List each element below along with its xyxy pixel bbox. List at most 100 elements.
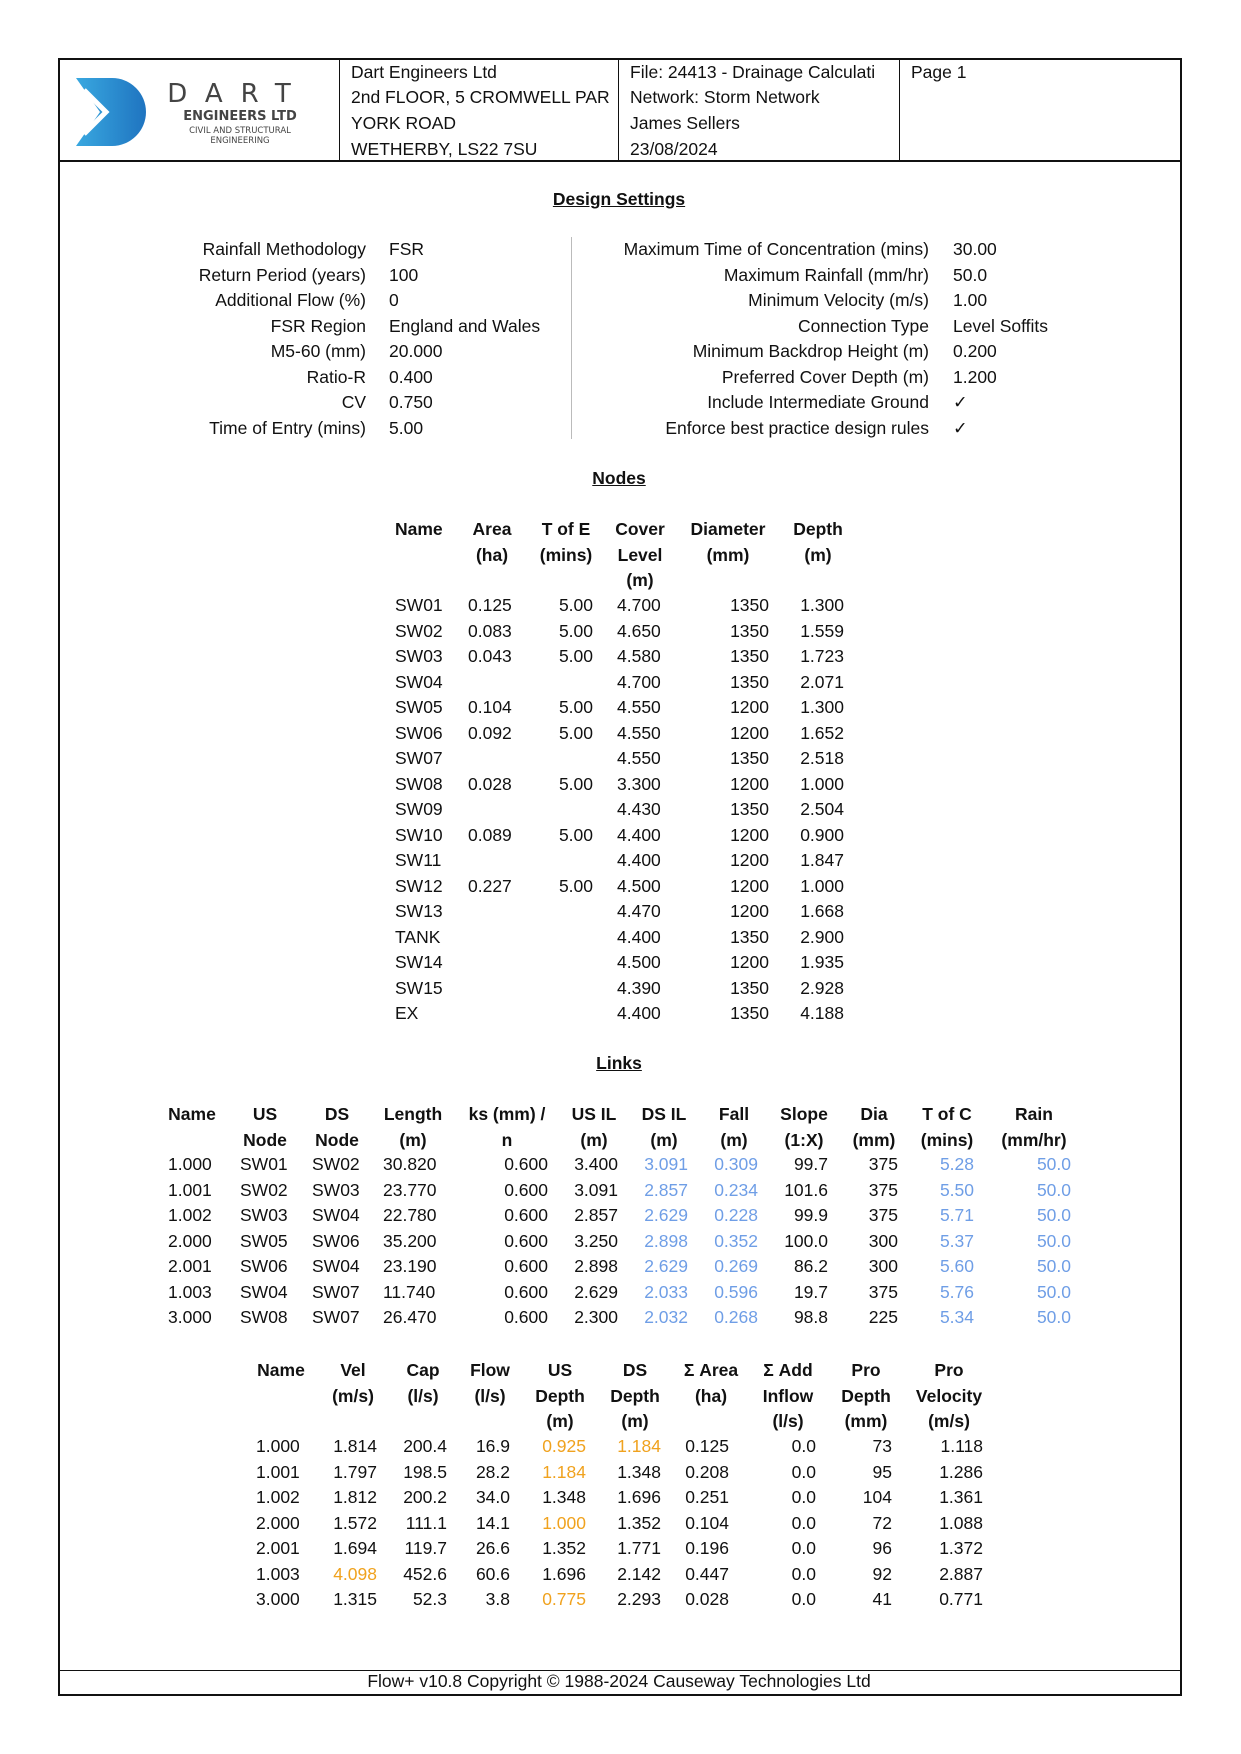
table-cell: 0.0 [791, 1538, 816, 1558]
table-cell: SW02 [312, 1154, 360, 1174]
table-cell: 0.269 [714, 1256, 758, 1276]
column-header: DS [622, 1360, 648, 1380]
table-cell: 2.032 [644, 1307, 688, 1327]
table-cell: 375 [868, 1179, 898, 1200]
table-cell: 0.0 [791, 1487, 816, 1507]
page-number: Page 1 [911, 62, 967, 82]
table-cell: 98.8 [793, 1307, 828, 1327]
table-cell: 0.268 [714, 1307, 758, 1327]
table-cell: 1200 [730, 901, 769, 921]
table-cell: 1350 [730, 620, 769, 641]
table-cell: 2.504 [800, 799, 844, 819]
setting-value: 0.400 [389, 366, 433, 387]
table-cell: 200.4 [403, 1436, 447, 1456]
table-cell: 60.6 [475, 1563, 510, 1584]
table-cell: 5.76 [939, 1281, 974, 1302]
setting-label: Ratio-R [306, 366, 366, 387]
table-cell: SW05 [240, 1230, 288, 1251]
column-header: (1:X) [784, 1129, 824, 1150]
column-header: (ha) [475, 544, 509, 565]
setting-label: CV [341, 392, 366, 412]
table-cell: 4.550 [617, 722, 661, 743]
column-header: (mm) [706, 544, 750, 565]
table-cell: 2.142 [617, 1563, 661, 1584]
table-cell: 0.925 [542, 1436, 586, 1456]
table-cell: 5.00 [558, 722, 593, 743]
setting-value: FSR [389, 239, 424, 259]
page-frame [58, 58, 1182, 1696]
column-header: Depth [535, 1385, 585, 1406]
table-cell: 23.190 [383, 1256, 437, 1276]
table-cell: 1.002 [168, 1205, 212, 1225]
column-header: US [547, 1360, 573, 1380]
table-cell: 1.286 [939, 1461, 983, 1482]
table-cell: 1.184 [542, 1461, 586, 1482]
table-cell: 1.118 [940, 1436, 984, 1456]
table-cell: 1200 [730, 722, 769, 743]
table-cell: 0.0 [791, 1563, 816, 1584]
table-cell: 1.348 [542, 1487, 586, 1507]
table-cell: 4.500 [617, 952, 661, 972]
table-cell: 1.000 [800, 875, 844, 896]
column-header: Cover [615, 519, 665, 539]
setting-label: Include Intermediate Ground [707, 392, 929, 412]
table-cell: 19.7 [793, 1281, 828, 1302]
table-cell: 1.000 [542, 1512, 586, 1533]
table-cell: 1.001 [256, 1461, 300, 1482]
table-cell: 2.000 [168, 1230, 212, 1251]
table-cell: 2.001 [168, 1256, 212, 1276]
table-cell: SW07 [312, 1307, 360, 1327]
table-cell: 1.668 [800, 901, 844, 921]
setting-value: ✓ [953, 392, 968, 412]
table-cell: 3.091 [644, 1154, 688, 1174]
table-cell: 100.0 [784, 1230, 828, 1251]
setting-label: FSR Region [270, 315, 366, 336]
table-cell: 5.00 [558, 595, 593, 615]
column-header: (m) [546, 1411, 574, 1431]
table-cell: 119.7 [404, 1538, 448, 1558]
table-cell: 0.089 [468, 824, 512, 845]
table-cell: 3.400 [574, 1154, 618, 1174]
setting-label: Minimum Velocity (m/s) [748, 290, 929, 310]
table-cell: 0.0 [791, 1512, 816, 1533]
table-cell: 1.847 [800, 850, 844, 870]
column-header: Velocity [915, 1385, 983, 1406]
table-cell: 375 [868, 1281, 898, 1302]
table-cell: 5.00 [558, 773, 593, 794]
table-cell: 0.0 [791, 1589, 816, 1609]
column-header: (m) [621, 1411, 649, 1431]
table-cell: SW04 [395, 671, 443, 692]
table-cell: 72 [872, 1512, 892, 1533]
table-cell: 0.083 [468, 620, 512, 641]
table-cell: 1.352 [617, 1512, 661, 1533]
table-cell: 99.9 [793, 1205, 828, 1225]
table-cell: 2.629 [644, 1256, 688, 1276]
table-cell: 198.5 [403, 1461, 447, 1482]
table-cell: 2.857 [644, 1179, 688, 1200]
table-cell: 50.0 [1036, 1256, 1071, 1276]
table-cell: 26.470 [383, 1307, 437, 1327]
setting-value: 50.0 [953, 264, 988, 285]
table-cell: 1350 [730, 799, 769, 819]
address-line: YORK ROAD [351, 113, 457, 133]
table-cell: 22.780 [383, 1205, 437, 1225]
table-cell: SW09 [395, 799, 443, 819]
column-header: (mins) [920, 1129, 974, 1150]
setting-label: M5-60 (mm) [270, 341, 366, 361]
setting-value: ✓ [953, 417, 968, 438]
svg-text:DART: DART [167, 79, 308, 109]
table-cell: 4.400 [617, 1003, 661, 1023]
table-cell: 4.580 [617, 646, 661, 666]
table-cell: 0.309 [714, 1154, 758, 1174]
table-cell: SW01 [240, 1154, 288, 1174]
table-cell: 35.200 [383, 1230, 437, 1251]
table-cell: 1.696 [542, 1563, 586, 1584]
column-header: Node [315, 1129, 359, 1150]
setting-value: 5.00 [389, 417, 424, 438]
table-cell: 5.37 [939, 1230, 974, 1251]
table-cell: 3.000 [168, 1307, 212, 1327]
table-cell: 1200 [730, 952, 769, 972]
address-line: WETHERBY, LS22 7SU [351, 139, 538, 159]
table-cell: 2.898 [644, 1230, 688, 1251]
table-cell: 0.0 [791, 1461, 816, 1482]
